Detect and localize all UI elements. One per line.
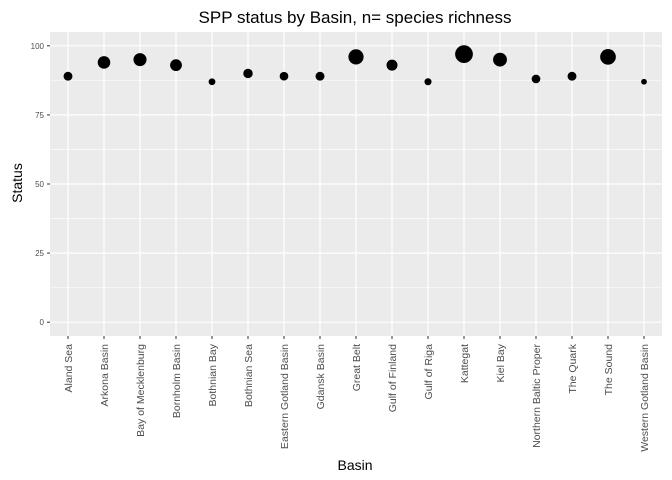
y-tick-label: 50 [35, 180, 44, 189]
data-point [455, 45, 473, 63]
data-point [243, 68, 253, 79]
data-point [567, 71, 577, 81]
x-tick-label: Kattegat [459, 344, 471, 383]
x-tick-label: Western Gotland Basin [639, 344, 651, 452]
data-point [279, 71, 289, 81]
data-point [493, 52, 507, 67]
chart-title: SPP status by Basin, n= species richness [199, 8, 512, 27]
x-tick-label: The Sound [603, 344, 615, 396]
y-axis-title: Status [9, 163, 25, 203]
data-point [641, 78, 647, 85]
data-point [424, 78, 432, 86]
x-axis-title: Basin [337, 457, 372, 473]
data-points [63, 45, 647, 86]
data-point [531, 74, 541, 84]
y-tick-label: 0 [40, 318, 45, 327]
x-axis: Aland Sea Arkona Basin Bay of Mecklenburg B… [63, 336, 651, 452]
x-tick-label: Gulf of Finland [387, 344, 399, 412]
x-tick-label: Arkona Basin [99, 344, 111, 407]
data-point [386, 59, 398, 71]
y-tick-label: 25 [35, 249, 44, 258]
x-tick-label: Bay of Mecklenburg [135, 344, 147, 437]
data-point [348, 49, 364, 65]
x-tick-label: Bothnian Sea [243, 344, 255, 407]
data-point [600, 49, 616, 65]
x-tick-label: Gdansk Basin [315, 344, 327, 410]
x-tick-label: Great Belt [351, 344, 363, 391]
y-tick-label: 75 [35, 111, 44, 120]
data-point [315, 71, 325, 81]
data-point [133, 53, 147, 67]
data-point [63, 71, 73, 81]
grid-major [50, 32, 662, 336]
x-tick-label: Aland Sea [63, 344, 75, 393]
x-tick-label: Bornholm Basin [171, 344, 183, 418]
y-tick-label: 100 [31, 42, 45, 51]
data-point [208, 78, 216, 86]
x-tick-label: Eastern Gotland Basin [279, 344, 291, 449]
x-tick-label: Kiel Bay [495, 343, 507, 382]
data-point [170, 59, 182, 72]
y-axis: 0 25 50 75 100 [31, 42, 50, 327]
data-point [97, 56, 111, 69]
x-tick-label: Gulf of Riga [423, 344, 435, 400]
x-tick-label: Northern Baltic Proper [531, 344, 543, 448]
x-tick-label: Bothnian Bay [207, 343, 219, 406]
x-tick-label: The Quark [567, 343, 579, 393]
